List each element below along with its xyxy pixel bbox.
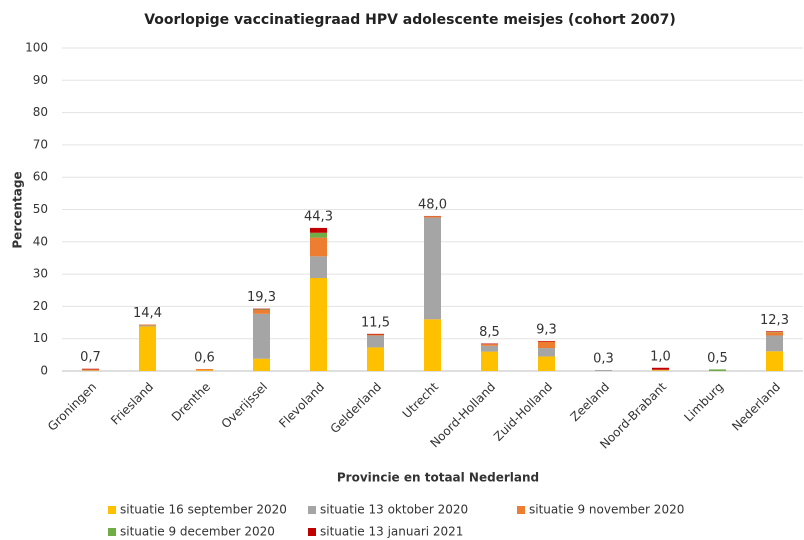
total-label: 0,6 bbox=[194, 351, 215, 366]
total-label: 8,5 bbox=[479, 325, 500, 340]
bar-segment bbox=[196, 369, 213, 371]
bar-segment bbox=[367, 335, 384, 348]
bar-segment bbox=[766, 351, 783, 371]
bar-segment bbox=[424, 216, 441, 218]
bar-segment bbox=[82, 369, 99, 371]
y-tick-label: 80 bbox=[33, 105, 48, 119]
y-tick-label: 0 bbox=[40, 364, 48, 378]
bar-segment bbox=[538, 356, 555, 371]
bar-segment bbox=[538, 340, 555, 342]
bar-segment bbox=[709, 369, 726, 371]
total-label: 1,0 bbox=[650, 349, 671, 364]
bar-segment bbox=[538, 341, 555, 349]
bar-segment bbox=[310, 277, 327, 371]
bar-segment bbox=[253, 358, 270, 371]
bar-segment bbox=[139, 325, 156, 327]
y-tick-label: 40 bbox=[33, 234, 48, 248]
total-label: 0,5 bbox=[707, 351, 728, 366]
bar-segment bbox=[538, 348, 555, 357]
bar-segment bbox=[481, 345, 498, 352]
total-label: 11,5 bbox=[361, 315, 390, 330]
legend-label: situatie 16 september 2020 bbox=[120, 503, 287, 517]
bar-segment bbox=[139, 326, 156, 371]
bar-segment bbox=[766, 335, 783, 352]
bar-segment bbox=[481, 343, 498, 345]
legend-label: situatie 9 november 2020 bbox=[529, 503, 684, 517]
x-tick-label: Friesland bbox=[108, 380, 156, 428]
y-tick-label: 30 bbox=[33, 267, 48, 281]
bar-segment bbox=[253, 313, 270, 359]
bar-segment bbox=[253, 309, 270, 314]
legend-label: situatie 13 oktober 2020 bbox=[320, 503, 468, 517]
legend-swatch bbox=[108, 528, 116, 536]
total-label: 48,0 bbox=[418, 197, 447, 212]
legend-swatch bbox=[308, 528, 316, 536]
bar-segment bbox=[766, 332, 783, 336]
x-tick-label: Gelderland bbox=[328, 380, 384, 436]
bar-segment bbox=[424, 319, 441, 371]
total-label: 44,3 bbox=[304, 209, 333, 224]
bar-segment bbox=[367, 347, 384, 371]
x-tick-label: Zeeland bbox=[568, 380, 612, 424]
total-label: 14,4 bbox=[133, 306, 162, 321]
total-label: 0,7 bbox=[80, 350, 101, 365]
bar-segment bbox=[367, 333, 384, 335]
total-label: 12,3 bbox=[760, 313, 789, 328]
x-tick-label: Drenthe bbox=[169, 380, 213, 424]
x-tick-label: Zuid-Holland bbox=[491, 380, 555, 444]
bar-segment bbox=[82, 368, 99, 370]
y-tick-label: 70 bbox=[33, 137, 48, 151]
y-axis-title: Percentage bbox=[11, 171, 25, 248]
total-label: 0,3 bbox=[593, 352, 614, 367]
x-tick-label: Utrecht bbox=[400, 379, 442, 421]
x-tick-label: Limburg bbox=[681, 380, 726, 425]
bar-segment bbox=[310, 237, 327, 257]
bar-segment bbox=[139, 324, 156, 326]
bar-segment bbox=[595, 370, 612, 371]
bar-segment bbox=[253, 309, 270, 310]
total-label: 9,3 bbox=[536, 322, 557, 337]
y-tick-label: 20 bbox=[33, 299, 48, 313]
legend-swatch bbox=[308, 506, 316, 514]
x-tick-label: Overijssel bbox=[219, 380, 270, 431]
y-tick-label: 10 bbox=[33, 331, 48, 345]
total-label: 19,3 bbox=[247, 290, 276, 305]
bar-segment bbox=[424, 217, 441, 320]
bar-segment bbox=[196, 370, 213, 371]
chart-title: Voorlopige vaccinatiegraad HPV adolescen… bbox=[144, 12, 676, 28]
bar-segment bbox=[310, 227, 327, 233]
y-tick-label: 100 bbox=[25, 41, 48, 55]
bar-segment bbox=[766, 331, 783, 332]
legend-label: situatie 9 december 2020 bbox=[120, 525, 275, 539]
x-axis-title: Provincie en totaal Nederland bbox=[337, 471, 539, 485]
bar-segment bbox=[481, 344, 498, 346]
x-tick-label: Nederland bbox=[729, 380, 783, 434]
legend-swatch bbox=[108, 506, 116, 514]
bar-segment bbox=[310, 256, 327, 278]
bar-segment bbox=[652, 367, 669, 370]
x-tick-label: Groningen bbox=[45, 380, 99, 434]
bar-segment bbox=[253, 308, 270, 310]
y-tick-label: 90 bbox=[33, 73, 48, 87]
x-tick-label: Flevoland bbox=[276, 380, 327, 431]
legend-label: situatie 13 januari 2021 bbox=[320, 525, 463, 539]
y-tick-label: 50 bbox=[33, 202, 48, 216]
bar-segment bbox=[481, 351, 498, 371]
bar-segment bbox=[652, 370, 669, 371]
bar-segment bbox=[310, 232, 327, 238]
bar-segment bbox=[367, 334, 384, 336]
y-tick-label: 60 bbox=[33, 170, 48, 184]
legend-swatch bbox=[517, 506, 525, 514]
